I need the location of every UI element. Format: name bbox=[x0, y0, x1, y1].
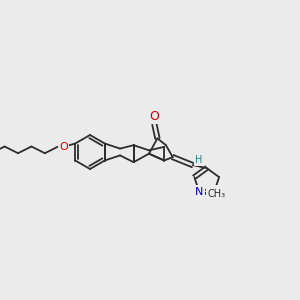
Text: N: N bbox=[195, 187, 203, 196]
Text: O: O bbox=[149, 110, 159, 123]
Text: CH₃: CH₃ bbox=[207, 189, 225, 199]
Text: N: N bbox=[210, 187, 219, 196]
Text: H: H bbox=[195, 155, 202, 165]
Text: O: O bbox=[59, 142, 68, 152]
